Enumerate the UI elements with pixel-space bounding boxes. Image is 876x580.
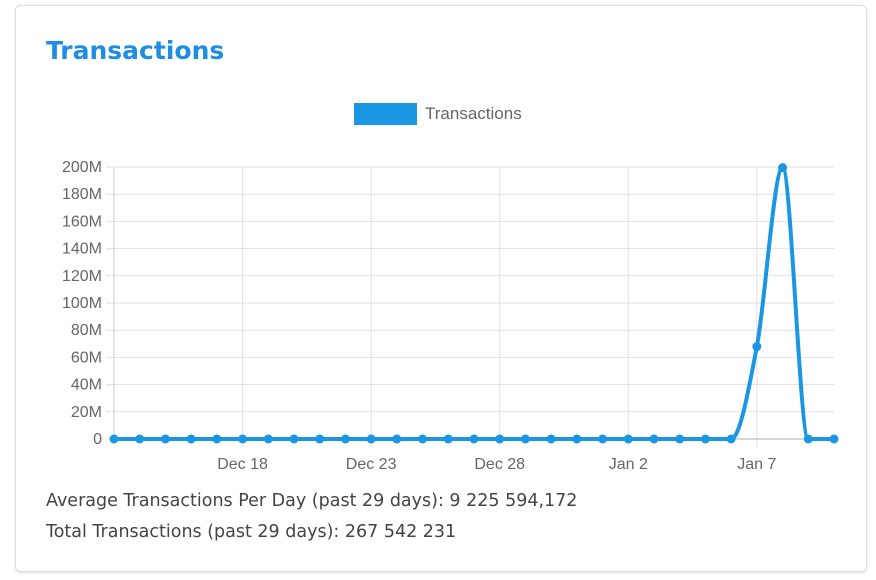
data-point	[726, 434, 736, 444]
data-point	[675, 434, 685, 444]
transactions-line-chart: 0 20M 40M 60M 80M 100M 120M 140M 160M 180M 200M Dec…	[62, 103, 839, 473]
data-point	[315, 434, 325, 444]
y-tick-label: 200M	[62, 159, 102, 176]
data-point	[469, 434, 479, 444]
data-point	[340, 434, 350, 444]
y-tick-label: 160M	[62, 213, 102, 230]
legend-swatch	[354, 103, 417, 125]
data-point	[572, 434, 582, 444]
data-point	[186, 434, 196, 444]
y-tick-label: 120M	[62, 268, 102, 285]
y-tick-label: 60M	[71, 349, 102, 366]
data-point	[752, 342, 762, 352]
x-tick-label: Jan 2	[609, 456, 648, 473]
average-transactions-text: Average Transactions Per Day (past 29 da…	[46, 491, 578, 511]
total-transactions-text: Total Transactions (past 29 days): 267 5…	[46, 522, 457, 542]
data-point	[238, 434, 248, 444]
data-point	[623, 434, 633, 444]
data-point	[212, 434, 222, 444]
transactions-card: Transactions 0 20M 40M 60M 80M 100M 120M 140M 16…	[15, 5, 867, 572]
x-tick-label: Dec 23	[346, 456, 397, 473]
data-point	[418, 434, 428, 444]
y-tick-label: 180M	[62, 186, 102, 203]
data-point	[829, 434, 839, 444]
y-tick-label: 20M	[71, 404, 102, 421]
y-tick-label: 100M	[62, 295, 102, 312]
data-point	[289, 434, 299, 444]
data-point	[160, 434, 170, 444]
data-point	[443, 434, 453, 444]
y-tick-label: 0	[93, 431, 102, 448]
x-tick-label: Dec 18	[217, 456, 268, 473]
data-point	[520, 434, 530, 444]
data-point	[109, 434, 119, 444]
legend-label: Transactions	[425, 104, 522, 123]
y-tick-label: 80M	[71, 322, 102, 339]
data-point	[803, 434, 813, 444]
data-point	[649, 434, 659, 444]
x-tick-label: Jan 7	[737, 456, 776, 473]
data-point	[546, 434, 556, 444]
data-point	[392, 434, 402, 444]
data-point	[598, 434, 608, 444]
card-title: Transactions	[46, 36, 225, 65]
y-tick-label: 140M	[62, 241, 102, 258]
data-point	[495, 434, 505, 444]
data-point	[778, 163, 788, 173]
data-point	[263, 434, 273, 444]
data-point	[366, 434, 376, 444]
data-point	[135, 434, 145, 444]
y-tick-label: 40M	[71, 377, 102, 394]
x-tick-label: Dec 28	[474, 456, 525, 473]
data-point	[700, 434, 710, 444]
